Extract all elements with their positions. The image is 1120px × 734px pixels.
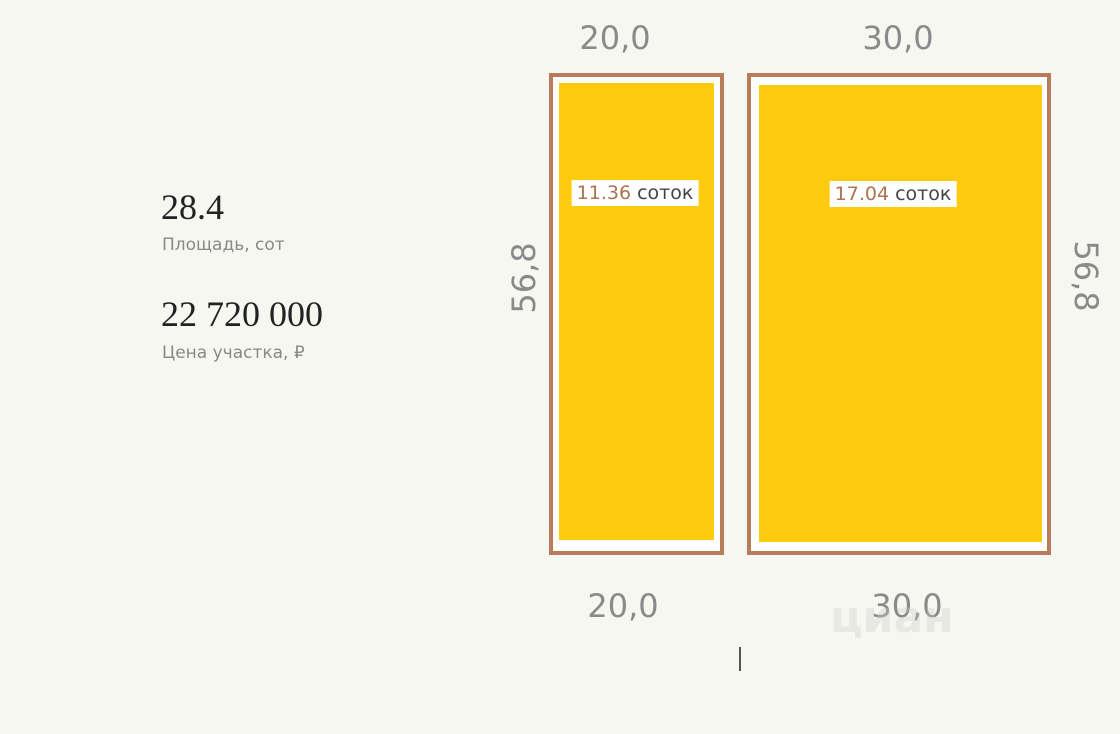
price-value: 22 720 000 <box>161 294 323 334</box>
area-value: 28.4 <box>161 187 224 227</box>
dimension: 56,8 <box>505 242 543 314</box>
area-number: 11.36 <box>576 182 632 204</box>
area-unit: соток <box>637 182 694 204</box>
dimension: 30,0 <box>862 19 934 57</box>
area-label: Площадь, сот <box>162 235 285 255</box>
dimension: 20,0 <box>587 587 659 625</box>
dimension: 56,8 <box>1067 240 1105 312</box>
area-unit: соток <box>895 183 952 205</box>
plot <box>559 83 714 540</box>
price-label: Цена участка, ₽ <box>162 343 305 363</box>
dimension: 30,0 <box>871 587 943 625</box>
plot <box>759 85 1042 542</box>
area-number: 17.04 <box>834 183 890 205</box>
dimension: 20,0 <box>579 19 651 57</box>
cursor <box>739 647 741 671</box>
plot-area: 17.04 соток <box>829 181 957 207</box>
plot-area: 11.36 соток <box>571 180 699 206</box>
watermark: циан <box>830 592 954 643</box>
